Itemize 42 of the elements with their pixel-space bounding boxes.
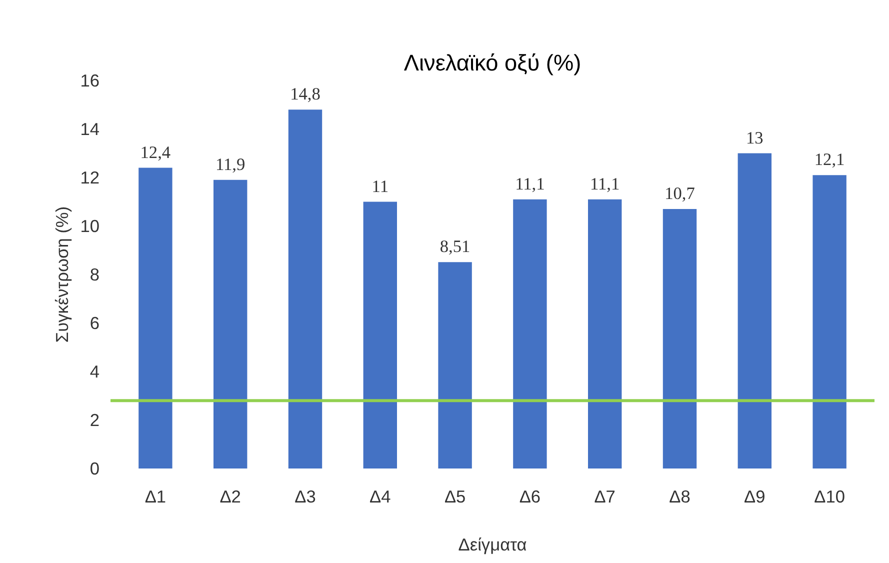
y-tick-label: 10: [80, 216, 100, 236]
bar: [513, 199, 547, 468]
y-tick-label: 6: [90, 313, 100, 333]
data-label: 12,1: [814, 150, 845, 170]
data-label: 14,8: [290, 84, 320, 104]
y-tick-label: 12: [80, 168, 100, 188]
bar: [738, 153, 772, 468]
data-label: 13: [746, 128, 764, 148]
y-tick-label: 16: [80, 70, 100, 90]
data-label: 11,1: [590, 174, 620, 194]
x-tick-label: Δ6: [519, 486, 541, 506]
y-tick-label: 4: [90, 362, 100, 382]
x-tick-label: Δ1: [144, 486, 166, 506]
bar: [812, 175, 846, 468]
data-label: 11,9: [216, 154, 246, 174]
y-tick-label: 14: [80, 119, 100, 139]
data-label: 11: [372, 176, 388, 196]
x-axis-title: Δείγματα: [458, 534, 527, 554]
bar: [588, 199, 622, 468]
x-tick-label: Δ9: [744, 486, 766, 506]
x-tick-label: Δ8: [669, 486, 690, 506]
bar: [213, 180, 248, 468]
x-tick-label: Δ10: [814, 486, 845, 506]
y-axis-title: Συγκέντρωση (%): [52, 206, 72, 343]
data-label: 8,51: [440, 237, 470, 256]
data-label: 11,1: [515, 174, 545, 194]
x-tick-label: Δ3: [294, 486, 316, 506]
x-tick-label: Δ5: [444, 486, 466, 506]
y-tick-label: 2: [90, 410, 100, 430]
x-tick-label: Δ2: [220, 486, 241, 506]
bar: [288, 110, 322, 468]
chart-title: Λινελαϊκό οξύ (%): [404, 50, 582, 76]
bar: [662, 209, 697, 468]
bar: [138, 168, 172, 468]
data-label: 10,7: [664, 184, 696, 204]
bar: [438, 262, 472, 468]
data-label: 12,4: [140, 142, 171, 162]
bar: [363, 202, 397, 468]
x-tick-label: Δ7: [594, 486, 616, 506]
x-tick-label: Δ4: [370, 486, 392, 506]
y-tick-label: 0: [90, 458, 100, 478]
y-tick-label: 8: [90, 264, 100, 284]
